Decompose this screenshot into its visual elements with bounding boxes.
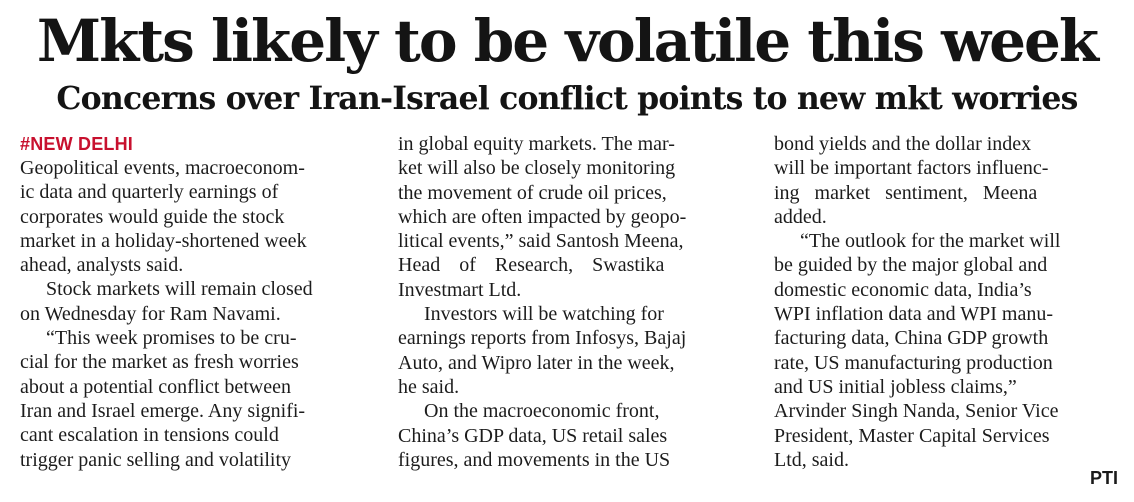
headline: Mkts likely to be volatile this week	[36, 7, 1099, 75]
article-line: On the macroeconomic front,	[424, 400, 660, 423]
article-line: market in a holiday-shortened week	[20, 229, 307, 252]
article-line: in global equity markets. The mar-	[398, 133, 675, 155]
article-line: ing market sentiment, Meena	[774, 181, 1038, 204]
article-line: figures, and movements in the US	[398, 448, 671, 471]
article-line: be guided by the major global and	[774, 254, 1048, 277]
article-line: bond yields and the dollar index	[774, 133, 1032, 155]
article-line: added.	[774, 205, 827, 228]
article-line: rate, US manufacturing production	[774, 351, 1053, 374]
article-line: ket will also be closely monitoring	[398, 157, 676, 180]
news-agency-credit: PTI	[1089, 468, 1118, 488]
article-line: trigger panic selling and volatility	[20, 448, 292, 471]
article-line: corporates would guide the stock	[20, 205, 285, 228]
subheadline: Concerns over Iran-Israel conflict point…	[56, 80, 1078, 117]
article-line: earnings reports from Infosys, Bajaj	[398, 327, 687, 350]
article-line: facturing data, China GDP growth	[774, 327, 1049, 350]
article-line: Stock markets will remain closed	[46, 278, 313, 301]
article-line: President, Master Capital Services	[774, 424, 1050, 447]
article-line: Auto, and Wipro later in the week,	[398, 351, 675, 374]
article-line: will be important factors influenc-	[774, 157, 1049, 180]
article-line: and US initial jobless claims,”	[774, 375, 1017, 398]
article-line: Arvinder Singh Nanda, Senior Vice	[774, 400, 1059, 423]
article-line: the movement of crude oil prices,	[398, 181, 667, 204]
article-line: Investors will be watching for	[424, 303, 664, 326]
article-line: WPI inflation data and WPI manu-	[774, 303, 1054, 326]
article-line: China’s GDP data, US retail sales	[398, 424, 668, 447]
article-line: Investmart Ltd.	[398, 278, 522, 301]
article-column-1: #NEW DELHI Geopolitical events, macroeco…	[20, 132, 370, 472]
article-line: domestic economic data, India’s	[774, 278, 1032, 301]
article-column-2: in global equity markets. The mar- ket w…	[398, 132, 748, 472]
article-line: cial for the market as fresh worries	[20, 351, 299, 374]
article-line: Ltd, said.	[774, 448, 849, 471]
article-line: “This week promises to be cru-	[46, 327, 297, 350]
article-line: he said.	[398, 375, 460, 398]
article-line: ahead, analysts said.	[20, 254, 184, 277]
article-column-3: bond yields and the dollar index will be…	[774, 132, 1124, 472]
article-line: Geopolitical events, macroeconom-	[20, 157, 305, 179]
article-line: on Wednesday for Ram Navami.	[20, 302, 281, 325]
dateline: #NEW DELHI	[20, 134, 134, 154]
article-line: which are often impacted by geopo-	[398, 205, 687, 228]
article-line: Head of Research, Swastika	[398, 254, 665, 277]
article-line: litical events,” said Santosh Meena,	[398, 230, 684, 253]
article-line: Iran and Israel emerge. Any signifi-	[20, 399, 306, 422]
article-line: ic data and quarterly earnings of	[20, 181, 279, 204]
article-line: “The outlook for the market will	[800, 230, 1061, 253]
article-line: about a potential conflict between	[20, 375, 292, 398]
article-line: cant escalation in tensions could	[20, 424, 279, 447]
